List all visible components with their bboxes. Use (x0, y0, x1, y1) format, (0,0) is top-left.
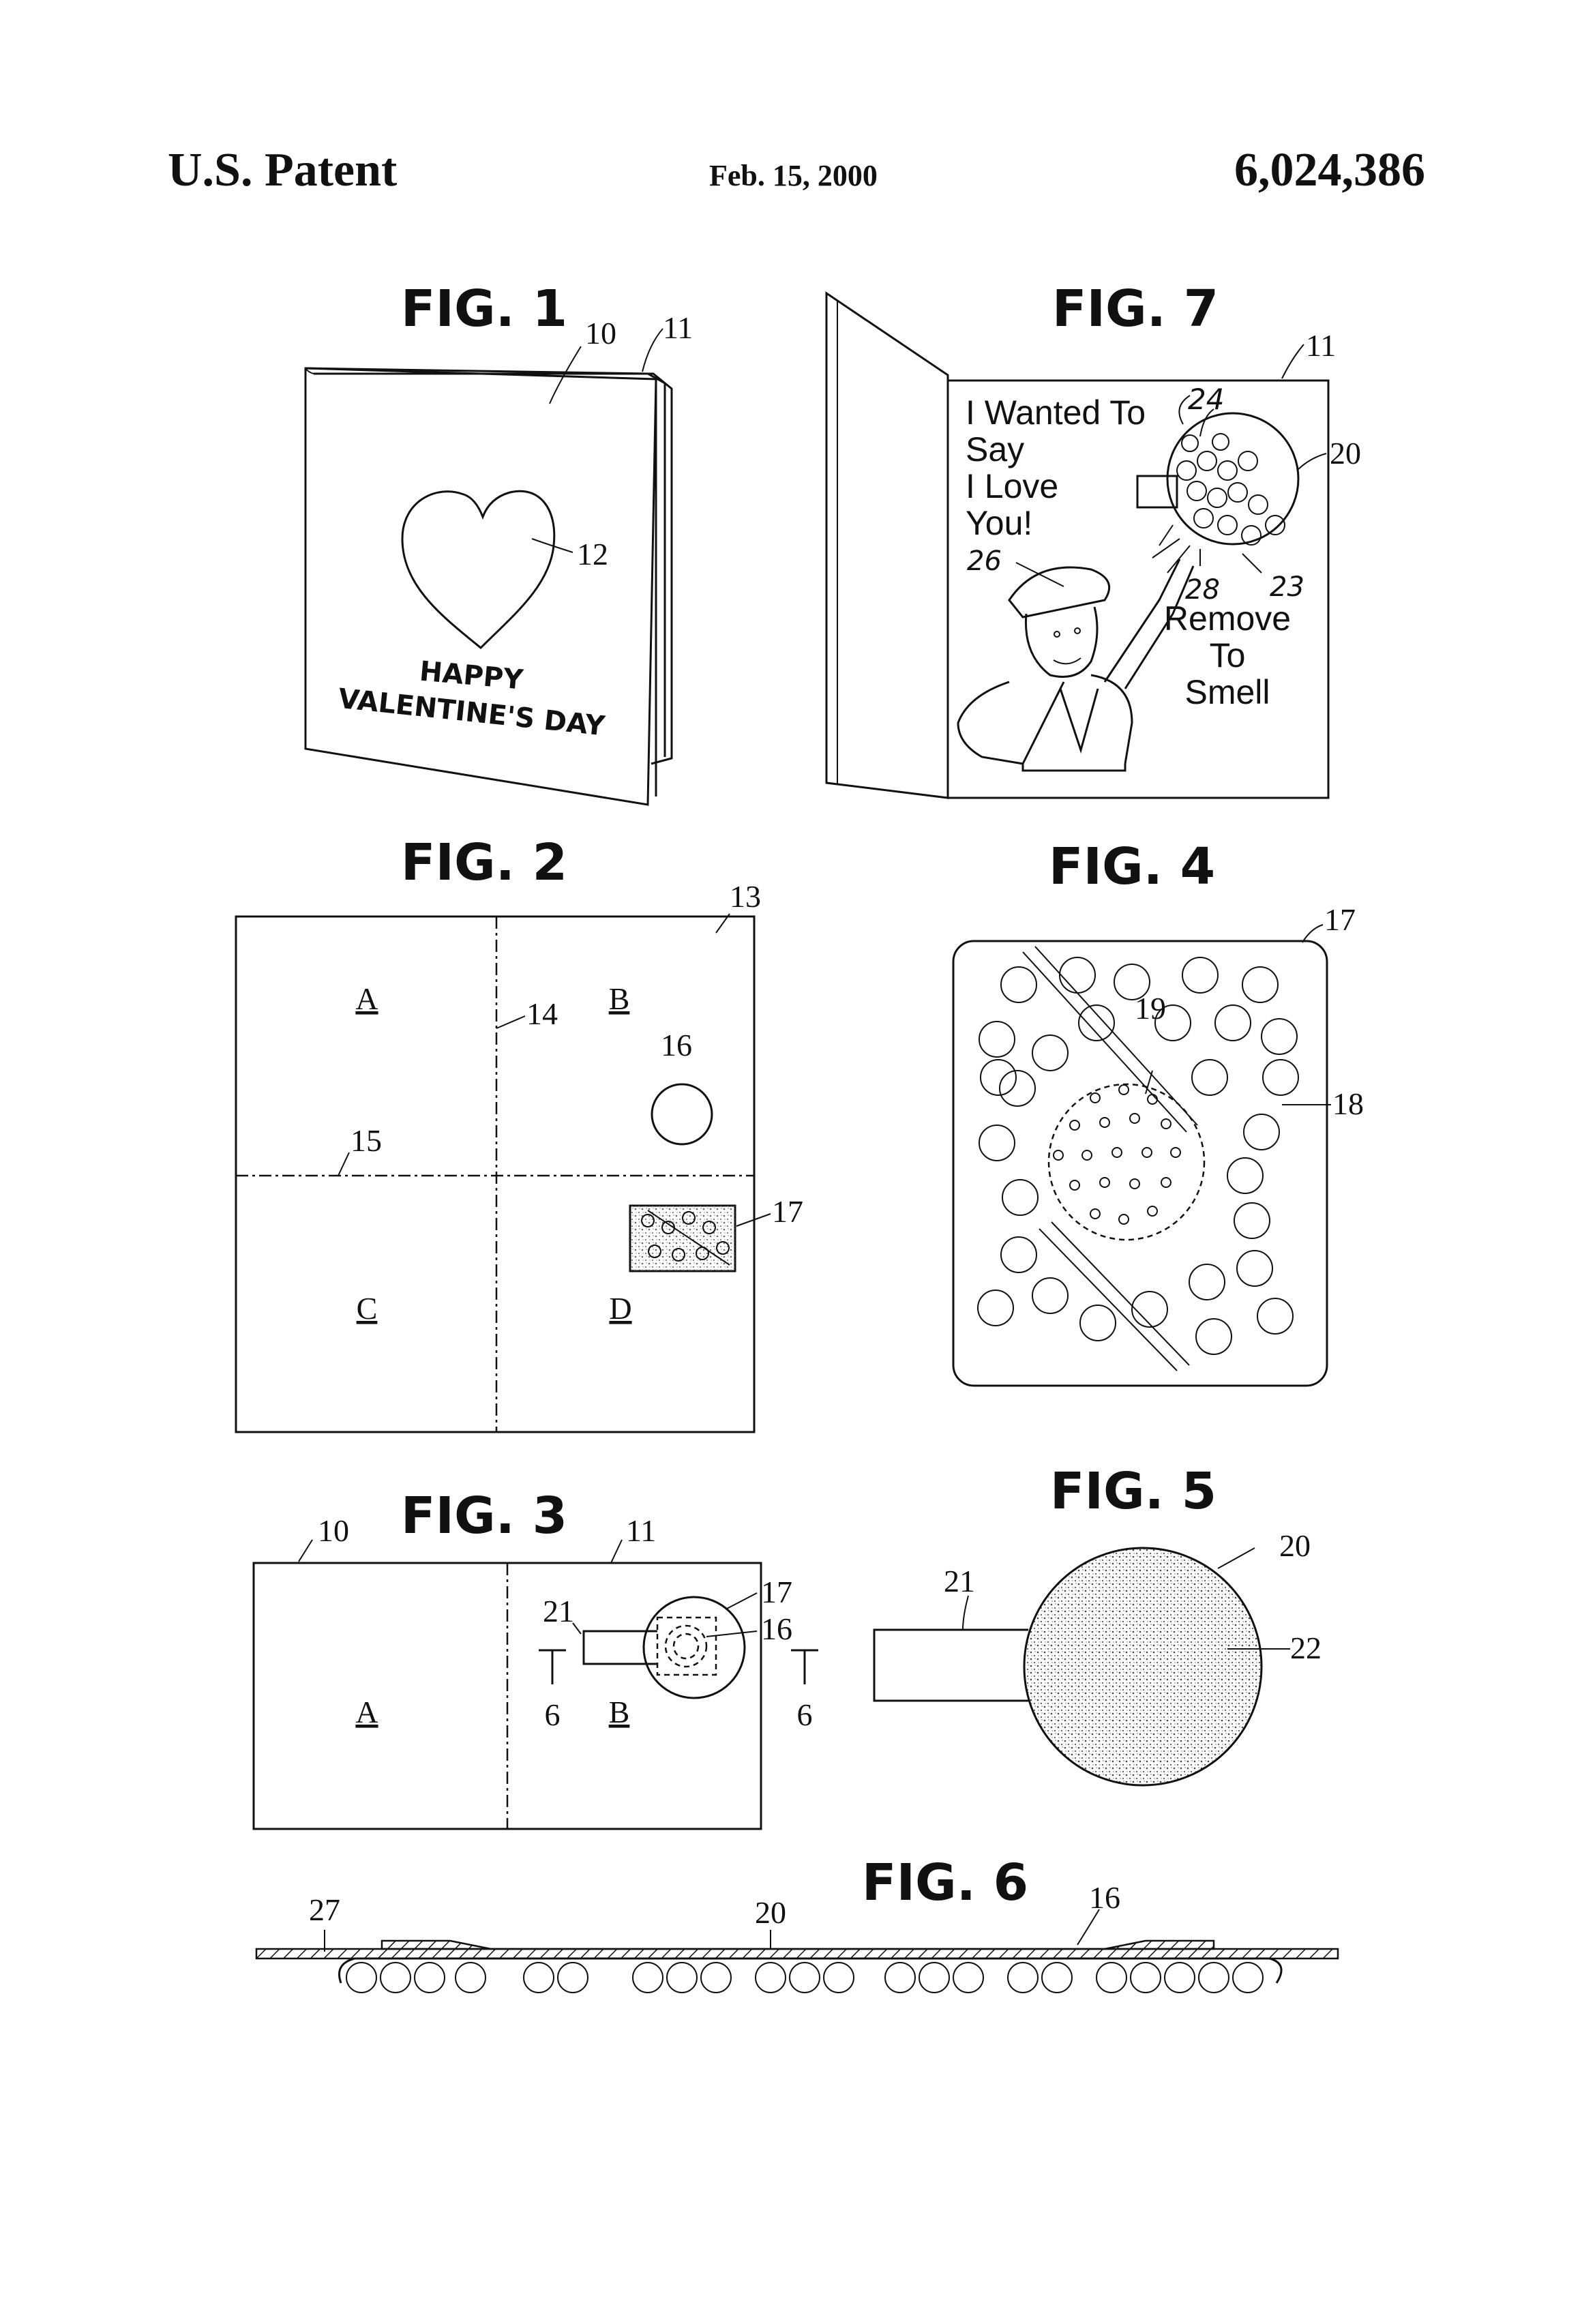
fig7-msg-2: Say (966, 430, 1024, 468)
fig7-remove-2: To (1210, 636, 1246, 674)
fig6-title: FIG. 6 (862, 1853, 1028, 1912)
fig6: FIG. 6 27 20 16 (256, 1853, 1338, 1993)
fig1-card-line2: VALENTINE'S DAY (337, 683, 607, 743)
fig3-ref-17: 17 (761, 1575, 792, 1609)
fig7-remove-3: Smell (1184, 673, 1270, 711)
fig1-ref-10: 10 (585, 316, 616, 351)
fig7-msg-4: You! (966, 504, 1032, 542)
fig3-title: FIG. 3 (401, 1487, 567, 1545)
fig2-panel-c: C (357, 1291, 378, 1326)
fig4: FIG. 4 17 (953, 837, 1364, 1386)
fig4-title: FIG. 4 (1049, 837, 1215, 896)
fig1-card-line1: HAPPY (418, 656, 524, 696)
fig4-ref-18: 18 (1332, 1086, 1364, 1121)
fig7: FIG. 7 I Wanted To Say I Love You! (826, 280, 1361, 798)
fig3-ref-16: 16 (761, 1611, 792, 1646)
fig6-ref-27: 27 (309, 1892, 340, 1927)
fig7-ref-24: 24 (1188, 383, 1224, 416)
fig6-ref-16: 16 (1089, 1880, 1120, 1915)
fig7-ref-11: 11 (1306, 328, 1336, 363)
fig3-ref-6-right: 6 (797, 1697, 813, 1732)
fig6-ref-20: 20 (755, 1895, 786, 1930)
fig1: FIG. 1 HAPPY VALENTINE'S DAY 10 11 12 (305, 280, 693, 805)
fig4-ref-17: 17 (1324, 902, 1356, 937)
fig2-title: FIG. 2 (401, 833, 567, 892)
fig3-panel-b: B (609, 1695, 630, 1729)
fig2-panel-b: B (609, 981, 630, 1016)
fig3-ref-6-left: 6 (545, 1697, 561, 1732)
fig7-msg-3: I Love (966, 467, 1058, 505)
flower-bouquet-icon (1152, 409, 1285, 573)
fig4-ref-19: 19 (1135, 991, 1166, 1026)
fig2: FIG. 2 A B C D 13 14 16 15 17 (236, 833, 803, 1432)
fig2-ref-13: 13 (730, 879, 761, 914)
fig5: FIG. 5 21 20 22 (874, 1462, 1322, 1785)
fig7-ref-20: 20 (1330, 436, 1361, 471)
fig2-ref-17: 17 (772, 1194, 803, 1229)
fig5-ref-21: 21 (944, 1564, 975, 1598)
fig7-remove-1: Remove (1164, 599, 1291, 638)
fig1-title: FIG. 1 (401, 280, 567, 338)
fig7-ref-26: 26 (967, 546, 1002, 577)
fig2-ref-15: 15 (350, 1123, 382, 1158)
fig3-panel-a: A (355, 1695, 378, 1729)
header-date: Feb. 15, 2000 (709, 159, 878, 192)
fig2-panel-a: A (355, 981, 378, 1016)
fig5-ref-20: 20 (1279, 1528, 1311, 1563)
fig3-ref-11: 11 (626, 1513, 656, 1548)
fig6-bead-row (346, 1963, 1263, 1993)
fig3-ref-10: 10 (318, 1513, 349, 1548)
fig7-ref-23: 23 (1270, 571, 1304, 603)
man-illustration-icon (958, 559, 1193, 771)
fig5-ref-22: 22 (1290, 1630, 1322, 1665)
fig3-ref-21: 21 (543, 1594, 574, 1628)
fig7-title: FIG. 7 (1052, 280, 1219, 338)
fig2-ref-16: 16 (661, 1028, 692, 1062)
fig3: FIG. 3 A B 10 11 17 16 21 6 6 (254, 1487, 818, 1829)
fig5-title: FIG. 5 (1050, 1462, 1217, 1521)
fig7-ref-28: 28 (1185, 574, 1220, 606)
header-patent-number: 6,024,386 (1234, 144, 1425, 196)
fig7-msg-1: I Wanted To (966, 393, 1146, 432)
fig2-panel-d: D (609, 1291, 631, 1326)
header-left: U.S. Patent (168, 144, 397, 196)
fig1-ref-11: 11 (663, 310, 693, 345)
fig2-ref-14: 14 (526, 996, 558, 1031)
fig1-ref-12: 12 (577, 537, 608, 571)
